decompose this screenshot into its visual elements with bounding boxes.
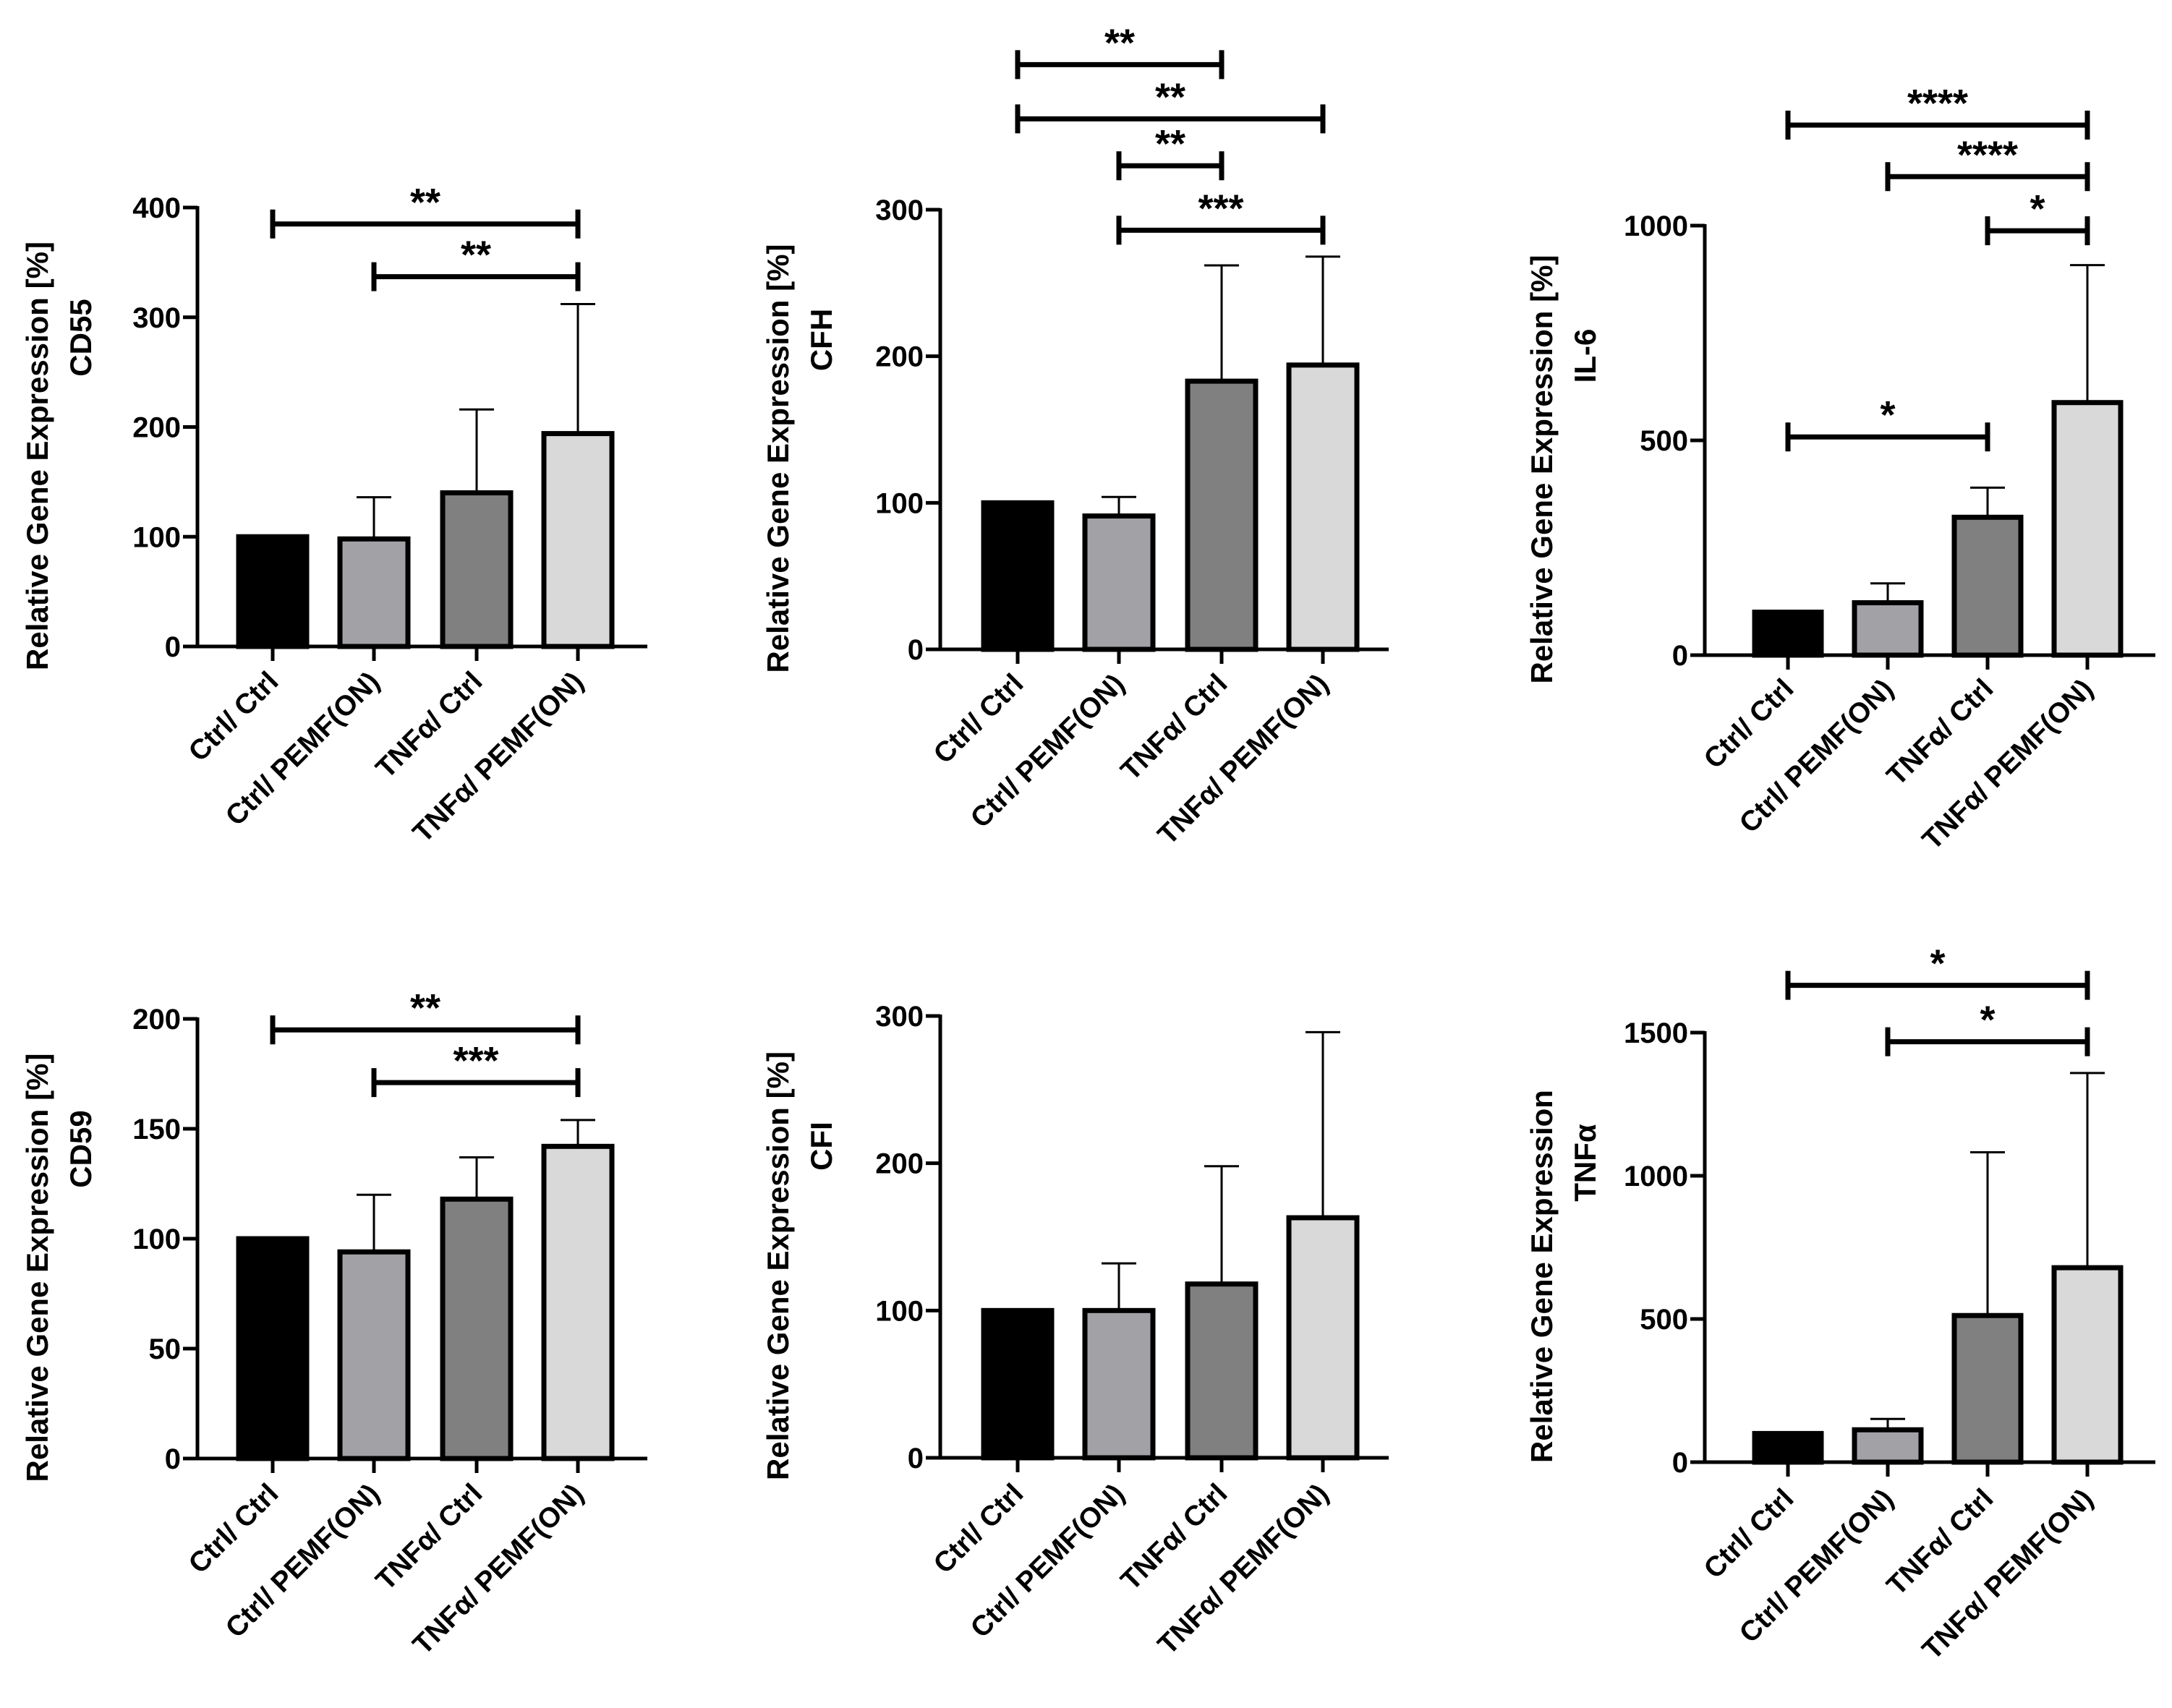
bar-tnfa-ctrl xyxy=(1185,378,1259,652)
significance-label: ** xyxy=(410,986,440,1030)
y-tick-label: 300 xyxy=(132,302,181,334)
bar-tnfa-pemf-on xyxy=(541,1143,615,1461)
y-tick-label: 0 xyxy=(1672,640,1688,672)
y-tick-label: 400 xyxy=(132,192,181,224)
x-tick-label-ctrl-ctrl: Ctrl/ Ctrl xyxy=(1698,1483,1800,1585)
bar-ctrl-pemf-on xyxy=(1082,513,1156,652)
bar-ctrl-pemf-on xyxy=(337,1249,411,1461)
y-tick-label: 0 xyxy=(165,1443,181,1475)
bar-tnfa-pemf-on xyxy=(2051,1265,2124,1465)
bar-ctrl-ctrl xyxy=(1752,610,1824,658)
x-tick-label-tnfa-pemf-on: TNFα/ PEMF(ON) xyxy=(407,666,590,849)
y-axis-subtitle: CFH xyxy=(804,309,838,371)
x-tick-label-tnfa-pemf-on: TNFα/ PEMF(ON) xyxy=(1917,673,2100,856)
bar-ctrl-ctrl xyxy=(236,534,310,649)
y-tick-label: 100 xyxy=(132,521,181,553)
y-tick-label: 0 xyxy=(908,1443,924,1474)
significance-label: *** xyxy=(1198,187,1243,230)
bar-tnfa-pemf-on xyxy=(541,431,615,649)
y-axis-title: Relative Gene Expression [%] xyxy=(20,242,54,670)
x-tick-label-tnfa-pemf-on: TNFα/ PEMF(ON) xyxy=(1917,1483,2100,1666)
y-axis-title: Relative Gene Expression xyxy=(1525,1090,1559,1463)
y-tick-label: 1500 xyxy=(1624,1017,1688,1049)
y-axis-title: Relative Gene Expression [%] xyxy=(1525,255,1559,684)
significance-label: ** xyxy=(1155,122,1185,166)
x-tick-label-ctrl-ctrl: Ctrl/ Ctrl xyxy=(183,1478,285,1580)
x-tick-label-ctrl-ctrl: Ctrl/ Ctrl xyxy=(928,668,1030,770)
bar-tnfa-ctrl xyxy=(440,490,514,649)
x-tick-label-tnfa-pemf-on: TNFα/ PEMF(ON) xyxy=(407,1478,590,1661)
y-tick-label: 1000 xyxy=(1624,210,1688,242)
y-tick-label: 0 xyxy=(165,631,181,663)
x-tick-label-ctrl-ctrl: Ctrl/ Ctrl xyxy=(928,1478,1030,1580)
bar-tnfa-pemf-on xyxy=(1286,362,1360,652)
y-axis-title: Relative Gene Expression [%] xyxy=(761,1051,795,1480)
y-tick-label: 100 xyxy=(875,487,924,519)
significance-label: * xyxy=(1930,942,1945,986)
y-axis-subtitle: CD59 xyxy=(64,1110,98,1187)
significance-label: ** xyxy=(1104,21,1135,64)
bar-tnfa-ctrl xyxy=(440,1196,514,1461)
x-tick-label-tnfa-pemf-on: TNFα/ PEMF(ON) xyxy=(1152,668,1335,851)
significance-label: ** xyxy=(410,181,440,224)
y-tick-label: 200 xyxy=(132,412,181,444)
y-tick-label: 0 xyxy=(1672,1447,1688,1479)
significance-label: *** xyxy=(453,1039,498,1083)
significance-label: * xyxy=(2030,187,2045,231)
bar-ctrl-ctrl xyxy=(236,1236,310,1461)
bar-tnfa-ctrl xyxy=(1185,1281,1259,1461)
y-tick-label: 150 xyxy=(132,1114,181,1145)
y-axis-title: Relative Gene Expression [%] xyxy=(761,244,795,673)
y-tick-label: 1000 xyxy=(1624,1161,1688,1192)
y-tick-label: 300 xyxy=(875,1001,924,1033)
y-axis-subtitle: TNFα xyxy=(1568,1124,1602,1202)
bar-tnfa-ctrl xyxy=(1951,1312,2024,1465)
significance-label: ** xyxy=(461,234,491,277)
y-axis-subtitle: CFI xyxy=(804,1122,838,1171)
bar-tnfa-pemf-on xyxy=(1286,1215,1360,1461)
bar-tnfa-ctrl xyxy=(1951,514,2024,658)
y-axis-title: Relative Gene Expression [%] xyxy=(20,1054,54,1482)
bar-ctrl-ctrl xyxy=(981,500,1055,652)
y-tick-label: 500 xyxy=(1640,425,1688,457)
bar-ctrl-pemf-on xyxy=(1082,1307,1156,1461)
x-tick-label-ctrl-ctrl: Ctrl/ Ctrl xyxy=(1698,673,1800,775)
significance-label: * xyxy=(1980,999,1995,1042)
bar-tnfa-pemf-on xyxy=(2051,400,2124,658)
y-tick-label: 100 xyxy=(132,1224,181,1255)
y-tick-label: 0 xyxy=(908,634,924,666)
y-tick-label: 300 xyxy=(875,195,924,226)
y-axis-subtitle: IL-6 xyxy=(1568,329,1602,383)
y-tick-label: 50 xyxy=(149,1333,182,1365)
significance-label: **** xyxy=(1957,133,2018,176)
significance-label: ** xyxy=(1155,75,1185,119)
bar-ctrl-ctrl xyxy=(981,1307,1055,1461)
x-tick-label-ctrl-ctrl: Ctrl/ Ctrl xyxy=(183,666,285,768)
significance-label: **** xyxy=(1907,82,1968,125)
y-tick-label: 100 xyxy=(875,1295,924,1327)
y-axis-subtitle: CD55 xyxy=(64,299,98,376)
significance-label: * xyxy=(1880,393,1895,437)
y-tick-label: 200 xyxy=(875,1148,924,1180)
bar-ctrl-pemf-on xyxy=(337,536,411,649)
bar-ctrl-pemf-on xyxy=(1852,1427,1924,1465)
x-tick-label-tnfa-pemf-on: TNFα/ PEMF(ON) xyxy=(1152,1478,1335,1661)
bar-ctrl-pemf-on xyxy=(1852,600,1924,658)
y-tick-label: 200 xyxy=(875,341,924,373)
y-tick-label: 200 xyxy=(132,1004,181,1036)
y-tick-label: 500 xyxy=(1640,1304,1688,1336)
bar-ctrl-ctrl xyxy=(1752,1430,1824,1465)
